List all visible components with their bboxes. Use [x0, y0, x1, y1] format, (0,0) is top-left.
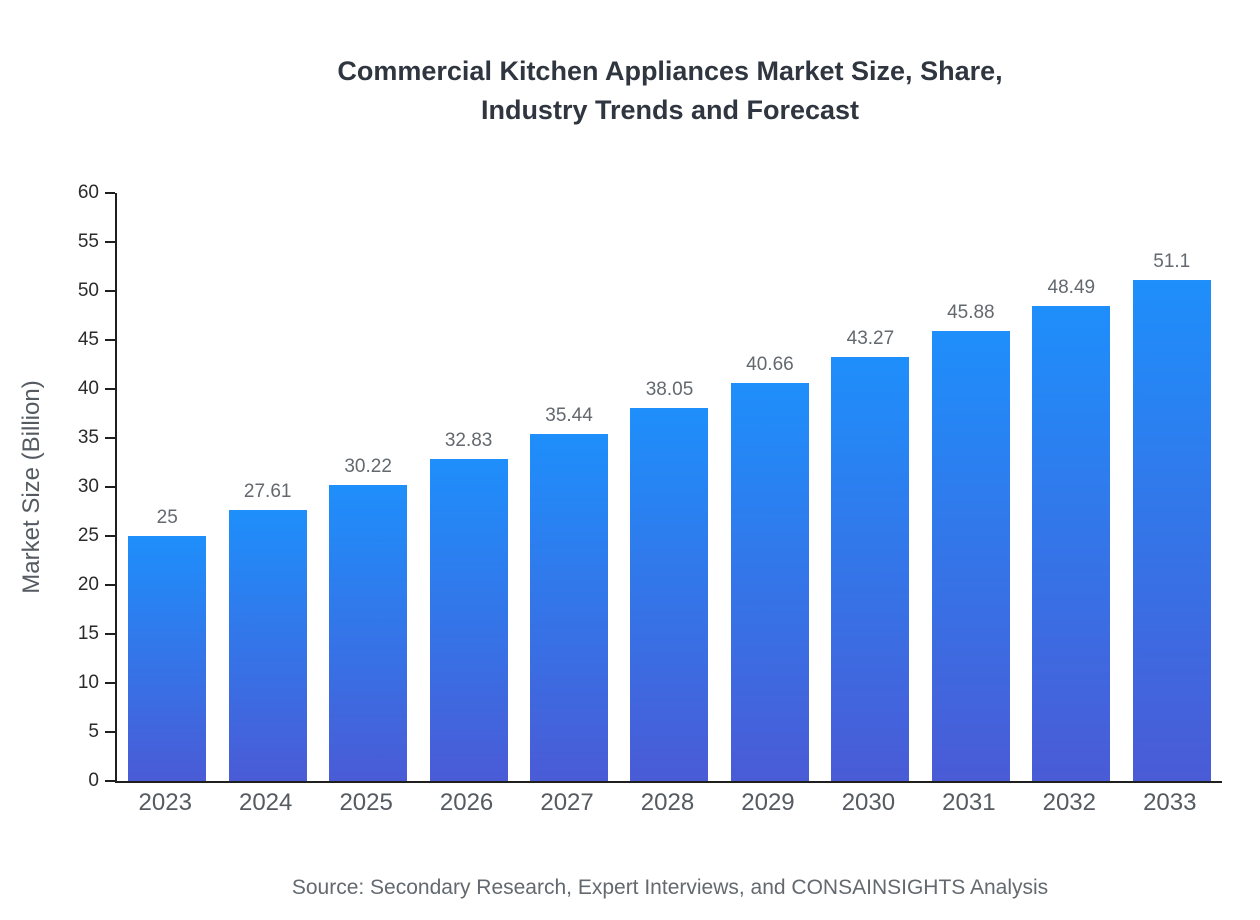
bar-group: 32.83 — [418, 193, 518, 781]
plot-area: 25 27.61 30.22 32.83 35.44 38.05 40.66 43.27 45.… — [78, 183, 1222, 791]
y-axis-tick-label: 35 — [77, 427, 99, 448]
bars-container: 25 27.61 30.22 32.83 35.44 38.05 40.66 43.27 45.… — [117, 193, 1222, 781]
bar-group: 43.27 — [820, 193, 920, 781]
y-axis-tick — [105, 535, 115, 537]
x-axis-tick-label: 2030 — [841, 789, 896, 816]
bar — [228, 510, 307, 781]
y-axis-tick-label: 10 — [77, 672, 99, 694]
bar-group: 40.66 — [720, 193, 820, 781]
bar-group: 45.88 — [921, 193, 1021, 781]
bar-value-label: 45.88 — [947, 302, 995, 324]
x-axis-tick-label: 2024 — [238, 789, 293, 816]
bar-value-label: 30.22 — [344, 455, 392, 477]
y-axis-tick-label: 60 — [77, 182, 99, 203]
bar — [329, 484, 408, 781]
x-axis-tick-label: 2033 — [1143, 789, 1197, 816]
bar — [931, 331, 1010, 781]
x-axis-tick-label: 2026 — [439, 789, 494, 816]
y-axis-tick-label: 20 — [77, 574, 99, 596]
bar — [1032, 305, 1111, 781]
bar-group: 35.44 — [519, 193, 619, 781]
y-axis-tick — [105, 241, 115, 243]
bar — [429, 459, 508, 781]
x-axis-labels: 2023 2024 2025 2026 2027 2028 2029 2030 2031 2032… — [115, 789, 1220, 817]
x-axis-tick-label: 2032 — [1042, 789, 1096, 816]
y-axis-tick — [105, 682, 115, 685]
bar — [630, 408, 709, 781]
y-axis-tick — [105, 486, 115, 488]
y-axis-tick-label: 45 — [77, 329, 99, 350]
y-axis-tick — [105, 437, 115, 439]
y-axis-tick-label: 40 — [77, 378, 99, 400]
chart-title: Commercial Kitchen Appliances Market Siz… — [140, 52, 1200, 130]
source-note: Source: Secondary Research, Expert Inter… — [291, 876, 1049, 899]
chart-title-line1: Commercial Kitchen Appliances Market Siz… — [337, 56, 1003, 86]
x-axis-tick-label: 2025 — [339, 789, 393, 816]
bar-group: 48.49 — [1021, 193, 1121, 781]
bar-value-label: 51.1 — [1153, 251, 1191, 273]
bar-group: 30.22 — [318, 193, 418, 781]
y-axis-tick — [105, 731, 115, 734]
y-axis-tick — [105, 339, 115, 341]
bar-group: 27.61 — [217, 193, 317, 781]
x-axis-tick-label: 2023 — [138, 789, 192, 816]
bar-value-label: 38.05 — [645, 379, 694, 401]
bar — [128, 536, 207, 781]
bar — [530, 433, 609, 781]
bar — [831, 356, 910, 781]
y-axis-tick-label: 0 — [88, 770, 99, 791]
bar — [1132, 280, 1211, 781]
y-axis-tick-label: 25 — [77, 525, 99, 546]
bar-value-label: 32.83 — [444, 430, 493, 452]
y-axis-tick — [105, 290, 115, 292]
y-axis-tick — [105, 192, 115, 194]
y-axis-tick-label: 55 — [77, 231, 99, 252]
bar-group: 51.1 — [1122, 193, 1222, 781]
x-axis-tick-label: 2028 — [640, 789, 695, 816]
y-axis-tick-label: 5 — [88, 721, 99, 743]
x-axis-tick-label: 2027 — [540, 789, 594, 816]
bar-value-label: 25 — [156, 507, 178, 528]
bar — [730, 382, 809, 781]
bar-value-label: 27.61 — [243, 481, 292, 503]
y-axis-tick-label: 15 — [77, 623, 99, 644]
y-axis-tick-label: 30 — [77, 476, 99, 497]
bar-group: 38.05 — [619, 193, 719, 781]
bar-value-label: 40.66 — [746, 353, 794, 375]
bar-group: 25 — [117, 193, 217, 781]
y-axis-tick — [105, 780, 115, 782]
chart-title-line2: Industry Trends and Forecast — [480, 95, 860, 126]
x-axis-tick-label: 2029 — [741, 789, 795, 816]
y-axis-tick — [105, 388, 115, 391]
bar-value-label: 35.44 — [545, 404, 593, 426]
x-axis-tick-label: 2031 — [942, 789, 996, 816]
y-axis-tick — [105, 633, 115, 635]
bar-value-label: 48.49 — [1047, 276, 1096, 298]
y-axis-tick — [105, 584, 115, 587]
y-axis-tick-label: 50 — [77, 280, 99, 301]
bar-value-label: 43.27 — [846, 327, 895, 349]
